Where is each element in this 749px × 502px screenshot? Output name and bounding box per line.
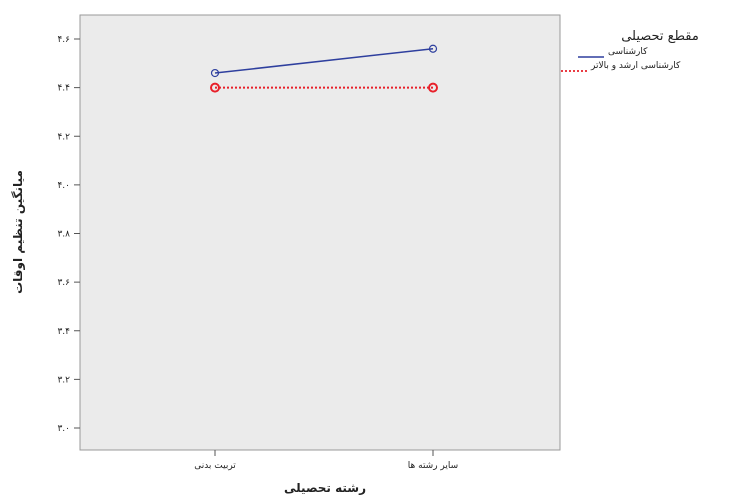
y-axis-title: میانگین تنظیم اوقات xyxy=(11,170,26,294)
y-tick-label: ۳.۸ xyxy=(57,230,70,240)
legend-label-series-2: کارشناسی ارشد و بالاتر xyxy=(590,61,681,71)
y-tick-label: ۴.۶ xyxy=(57,35,70,45)
y-tick-label: ۳.۶ xyxy=(57,278,70,288)
y-tick-label: ۳.۰ xyxy=(57,424,70,434)
data-point-marker xyxy=(428,82,438,93)
x-tick-label: سایر رشته ها xyxy=(408,461,458,471)
legend-title: مقطع تحصیلی xyxy=(621,29,699,44)
y-tick-label: ۳.۴ xyxy=(57,327,70,337)
series-line-1 xyxy=(214,47,434,74)
x-axis-title: رشته تحصیلی xyxy=(284,481,366,495)
y-tick-label: ۴.۲ xyxy=(57,132,70,142)
data-point-marker xyxy=(428,44,438,53)
plot-area xyxy=(79,14,561,451)
y-tick-label: ۳.۲ xyxy=(57,375,70,385)
legend: مقطع تحصیلی کارشناسی کارشناسی ارشد و بال… xyxy=(561,29,699,72)
data-point-marker xyxy=(210,82,220,93)
legend-label-series-1: کارشناسی xyxy=(608,47,648,57)
y-tick-label: ۴.۰ xyxy=(57,181,70,191)
x-tick-label: تربیت بدنی xyxy=(194,461,236,471)
y-tick-label: ۴.۴ xyxy=(57,84,70,94)
data-point-marker xyxy=(210,68,220,78)
